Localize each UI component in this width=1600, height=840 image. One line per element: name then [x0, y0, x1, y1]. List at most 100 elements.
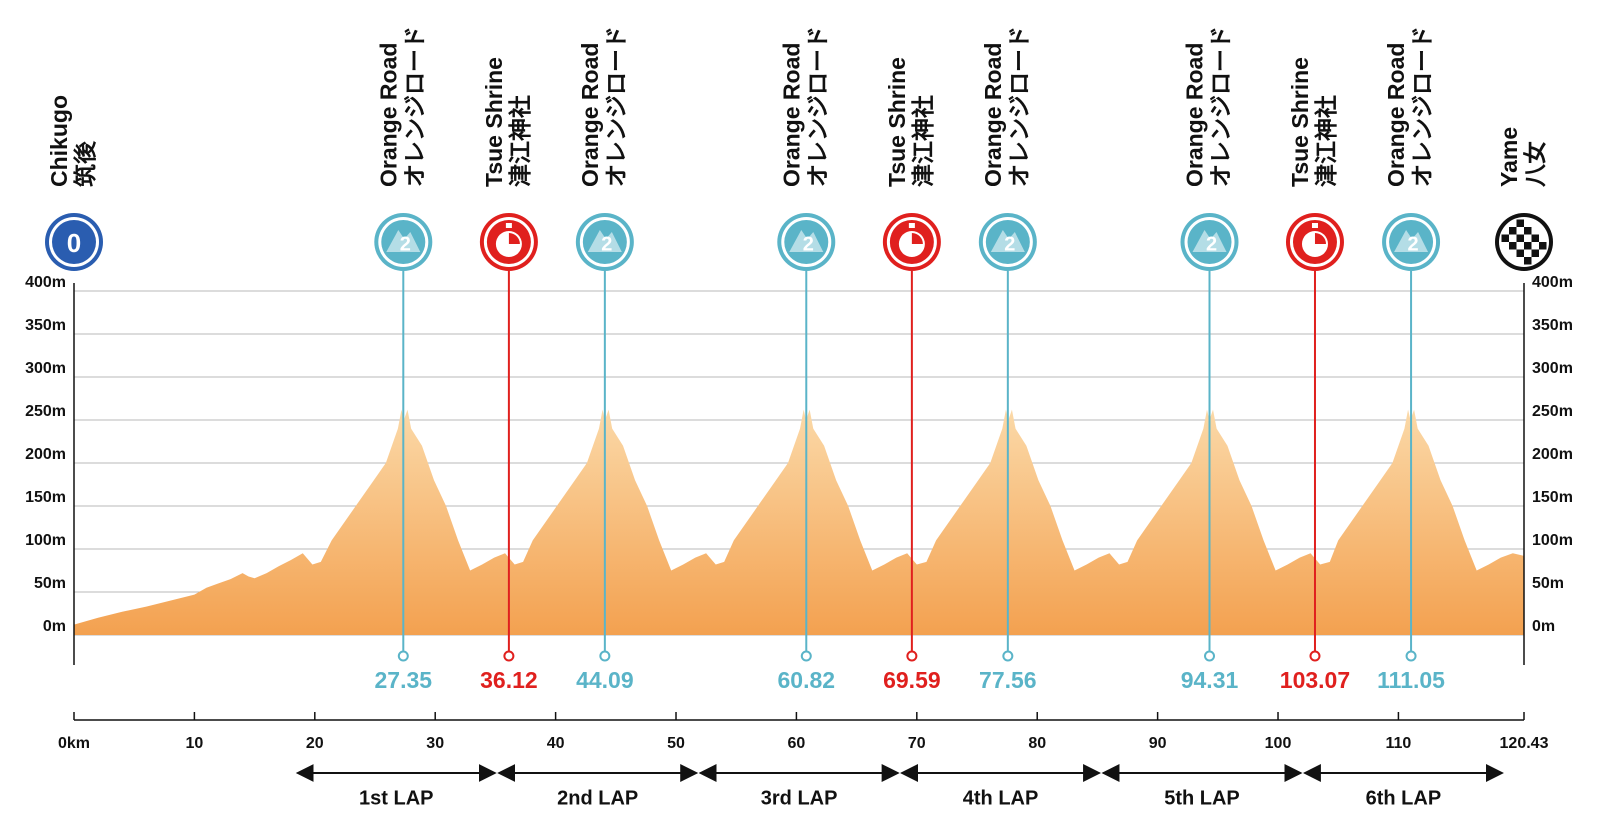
elevation-area — [74, 409, 1524, 635]
y-tick-label-right: 250m — [1532, 403, 1573, 420]
waypoint-name-ja: オレンジロード — [804, 26, 830, 187]
lap-label: 5th LAP — [1164, 787, 1240, 809]
waypoint-icon — [1495, 213, 1553, 271]
lap-label: 3rd LAP — [761, 787, 838, 809]
waypoint-icon: 2 — [1180, 213, 1239, 271]
y-tick-label: 200m — [25, 446, 66, 463]
waypoint-dot — [1405, 650, 1417, 662]
x-tick-label: 50 — [667, 735, 685, 752]
y-tick-label-right: 150m — [1532, 489, 1573, 506]
waypoint-icon — [882, 213, 941, 271]
waypoint-name-ja: オレンジロード — [1409, 26, 1435, 187]
icon-text: 2 — [803, 233, 814, 255]
watch-hand — [911, 233, 923, 244]
waypoint-name-ja: 津江神社 — [507, 95, 533, 187]
waypoint-name-ja: 津江神社 — [1313, 95, 1339, 187]
icon-text: 2 — [1408, 233, 1419, 255]
x-tick-label: 70 — [908, 735, 926, 752]
y-tick-label-right: 350m — [1532, 317, 1573, 334]
icon-text: 2 — [1004, 233, 1015, 255]
waypoint-name-ja: オレンジロード — [603, 26, 629, 187]
y-tick-label: 350m — [25, 317, 66, 334]
waypoint-dot — [397, 650, 409, 662]
lap-label: 6th LAP — [1366, 787, 1442, 809]
checker — [1516, 234, 1524, 242]
waypoint-km: 77.56 — [979, 667, 1037, 693]
waypoint-km: 103.07 — [1280, 667, 1350, 693]
mountain — [1394, 230, 1429, 252]
waypoint-icon — [479, 213, 538, 271]
y-tick-label: 150m — [25, 489, 66, 506]
waypoint-name: Orange Road — [1383, 43, 1409, 187]
y-tick-label: 300m — [25, 360, 66, 377]
x-tick-label: 80 — [1028, 735, 1046, 752]
checker — [1509, 227, 1517, 235]
checker — [1501, 234, 1509, 242]
icon-text: 2 — [601, 233, 612, 255]
waypoint-icon: 2 — [575, 213, 634, 271]
waypoint-name: Chikugo — [46, 95, 72, 187]
icon-text: 0 — [67, 228, 81, 258]
y-tick-label: 250m — [25, 403, 66, 420]
waypoint-km: 27.35 — [375, 667, 433, 693]
x-tick-label: 100 — [1265, 735, 1292, 752]
mountain — [1192, 230, 1227, 252]
waypoint-name: Yame — [1496, 127, 1522, 187]
waypoint-dot — [503, 650, 515, 662]
lap-label: 2nd LAP — [557, 787, 638, 809]
x-tick-label: 60 — [788, 735, 806, 752]
checker — [1524, 257, 1532, 265]
waypoint-icon: 0 — [45, 213, 103, 271]
x-tick-label: 10 — [186, 735, 204, 752]
mountain — [789, 230, 824, 252]
mountain — [587, 230, 622, 252]
waypoint-name: Tsue Shrine — [481, 57, 507, 187]
y-tick-label: 50m — [34, 575, 66, 592]
icon-text: 2 — [400, 233, 411, 255]
waypoint-icon — [1285, 213, 1344, 271]
y-tick-label-right: 200m — [1532, 446, 1573, 463]
waypoint-name-ja: 筑後 — [72, 140, 98, 187]
y-tick-label-right: 100m — [1532, 532, 1573, 549]
waypoint-dot — [800, 650, 812, 662]
waypoint-name-ja: 八女 — [1522, 141, 1548, 187]
icon-inner — [52, 220, 96, 264]
icon-text: 2 — [1206, 233, 1217, 255]
x-tick-label: 90 — [1149, 735, 1167, 752]
watch-hand — [1314, 233, 1326, 244]
waypoint-icon: 2 — [1382, 213, 1441, 271]
x-tick-label: 0km — [58, 735, 90, 752]
checker — [1524, 227, 1532, 235]
x-tick-label: 40 — [547, 735, 565, 752]
checker — [1539, 242, 1547, 250]
y-tick-label-right: 300m — [1532, 360, 1573, 377]
lap-label: 1st LAP — [359, 787, 433, 809]
waypoint-name: Orange Road — [980, 43, 1006, 187]
waypoint-dot — [906, 650, 918, 662]
watch-crown — [908, 223, 915, 228]
waypoint-icon: 2 — [978, 213, 1037, 271]
y-tick-label: 100m — [25, 532, 66, 549]
waypoint-icon: 2 — [374, 213, 433, 271]
y-tick-label-right: 400m — [1532, 274, 1573, 291]
waypoint-name: Orange Road — [778, 43, 804, 187]
x-tick-label: 30 — [426, 735, 444, 752]
waypoint-km: 44.09 — [576, 667, 634, 693]
waypoint-icon: 2 — [777, 213, 836, 271]
watch-crown — [505, 223, 512, 228]
waypoint-name: Tsue Shrine — [884, 57, 910, 187]
waypoint-dot — [1309, 650, 1321, 662]
waypoint-name-ja: 津江神社 — [910, 95, 936, 187]
checker — [1516, 249, 1524, 257]
checker — [1516, 219, 1524, 227]
mountain — [386, 230, 421, 252]
waypoint-name-ja: オレンジロード — [1208, 26, 1234, 187]
checker — [1531, 234, 1539, 242]
checker — [1531, 249, 1539, 257]
waypoint-name: Orange Road — [375, 43, 401, 187]
x-tick-label: 110 — [1386, 735, 1412, 752]
waypoint-name: Tsue Shrine — [1287, 57, 1313, 187]
waypoint-name-ja: オレンジロード — [401, 26, 427, 187]
y-tick-label-right: 0m — [1532, 618, 1555, 635]
